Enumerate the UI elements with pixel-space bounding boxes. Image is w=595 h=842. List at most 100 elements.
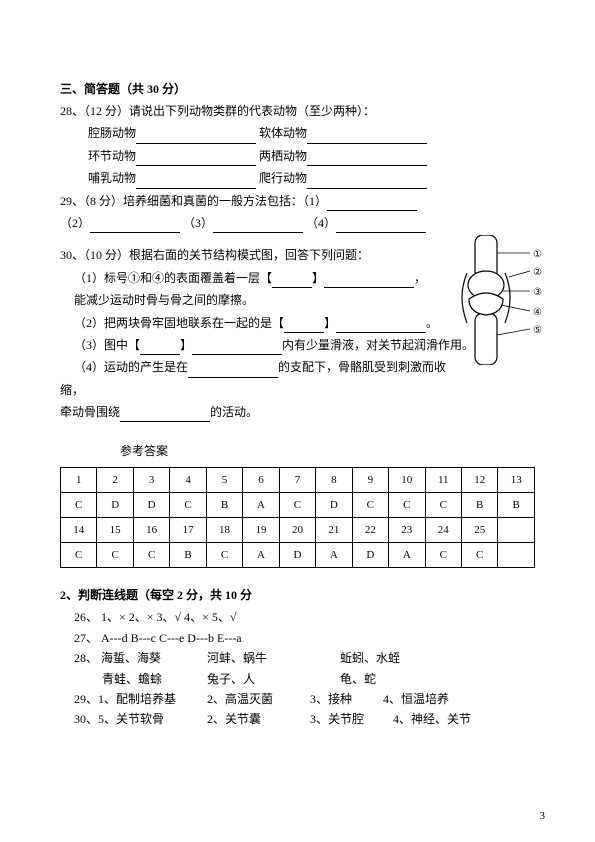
cell: D xyxy=(316,493,352,518)
cell: C xyxy=(97,543,133,568)
q30-l1a: （1）标号①和④的表面覆盖着一层【 xyxy=(74,271,272,285)
cell: D xyxy=(133,493,169,518)
cell: B xyxy=(170,543,206,568)
cell: 19 xyxy=(243,518,279,543)
cell: 11 xyxy=(425,468,461,493)
cell: B xyxy=(461,493,497,518)
cell: 9 xyxy=(352,468,388,493)
cell: 8 xyxy=(316,468,352,493)
blank xyxy=(307,131,427,144)
cell: C xyxy=(206,543,242,568)
ans-row-3: 141516171819202122232425 xyxy=(61,518,535,543)
blank xyxy=(136,153,256,166)
cell: C xyxy=(61,493,97,518)
blank xyxy=(284,320,324,333)
c: 30、5、关节软骨 xyxy=(74,709,204,729)
cell: A xyxy=(316,543,352,568)
q30-l3c: 。 xyxy=(426,316,438,330)
q30-l5a: （4）运动的产生是在 xyxy=(74,360,188,374)
cell: 15 xyxy=(97,518,133,543)
blank xyxy=(307,176,427,189)
c: 3、接种 xyxy=(310,689,380,709)
q29-line2: （2） （3） （4） xyxy=(60,213,535,233)
cell: C xyxy=(425,543,461,568)
cell: B xyxy=(498,493,535,518)
blank xyxy=(192,342,282,355)
answers-table: 12345678910111213 CDDCBACDCCCBB 14151617… xyxy=(60,467,535,568)
page-number: 3 xyxy=(540,810,546,822)
blank xyxy=(336,220,426,233)
blank xyxy=(307,153,427,166)
cell: C xyxy=(279,493,315,518)
q29-p2: （2） xyxy=(60,216,90,230)
cell: D xyxy=(279,543,315,568)
q28-stem: 28、（12 分）请说出下列动物类群的代表动物（至少两种）： xyxy=(60,101,535,121)
blank xyxy=(324,275,414,288)
cell: 25 xyxy=(461,518,497,543)
cell: 24 xyxy=(425,518,461,543)
q28-r1a: 腔肠动物 xyxy=(88,126,136,140)
cell: C xyxy=(389,493,425,518)
ans-row-2: CDDCBACDCCCBB xyxy=(61,493,535,518)
q28-row3: 哺乳动物 爬行动物 xyxy=(60,168,535,188)
q30-l5b: 的支配下，骨骼肌受到刺激而收 xyxy=(278,360,446,374)
q30-l7b: 的活动。 xyxy=(210,405,258,419)
c: 29、1、配制培养基 xyxy=(74,689,204,709)
cell: B xyxy=(206,493,242,518)
label-3: ③ xyxy=(533,287,542,298)
q30-l6: 缩， xyxy=(60,380,535,400)
q30-l1b: 】 xyxy=(312,271,324,285)
q29-p4: （4） xyxy=(306,216,336,230)
cell: A xyxy=(389,543,425,568)
blank xyxy=(336,320,426,333)
cell: C xyxy=(170,493,206,518)
ans-29: 29、1、配制培养基 2、高温灭菌 3、接种 4、恒温培养 xyxy=(60,689,535,709)
c: 蚯蚓、水蛭 xyxy=(340,648,470,668)
q28-r3b: 爬行动物 xyxy=(259,171,307,185)
q30-l4b: 】 xyxy=(180,338,192,352)
c: 3、关节腔 xyxy=(310,709,390,729)
cell: 4 xyxy=(170,468,206,493)
cell: 13 xyxy=(498,468,535,493)
c: 28、 海蜇、海葵 xyxy=(74,648,204,668)
blank xyxy=(272,275,312,288)
cell: 7 xyxy=(279,468,315,493)
q30-l7: 牵动骨围绕的活动。 xyxy=(60,402,535,422)
ans-27: 27、 A---d B---c C---e D---b E---a xyxy=(60,628,535,648)
c: 4、神经、关节 xyxy=(393,712,471,726)
cell: 10 xyxy=(389,468,425,493)
c: 4、恒温培养 xyxy=(383,692,449,706)
q30-l4a: （3）图中【 xyxy=(74,338,140,352)
blank xyxy=(140,342,180,355)
joint-diagram: ① ② ③ ④ ⑤ xyxy=(445,235,545,369)
ans-28a: 28、 海蜇、海葵 河蚌、蜗牛 蚯蚓、水蛭 xyxy=(60,648,535,668)
c: 河蚌、蜗牛 xyxy=(207,648,337,668)
c: 2、高温灭菌 xyxy=(207,689,307,709)
ans-row-4: CCCBCADADACC xyxy=(61,543,535,568)
label-5: ⑤ xyxy=(533,325,542,336)
q28-row2: 环节动物 两栖动物 xyxy=(60,146,535,166)
q28-r2a: 环节动物 xyxy=(88,149,136,163)
blank xyxy=(213,220,303,233)
q28-row1: 腔肠动物 软体动物 xyxy=(60,123,535,143)
cell: 6 xyxy=(243,468,279,493)
q28-r3a: 哺乳动物 xyxy=(88,171,136,185)
cell: 16 xyxy=(133,518,169,543)
q30-l3b: 】 xyxy=(324,316,336,330)
section3-title: 三、简答题（共 30 分） xyxy=(60,80,535,97)
label-2: ② xyxy=(533,267,542,278)
cell: A xyxy=(243,493,279,518)
cell: 1 xyxy=(61,468,97,493)
cell: 5 xyxy=(206,468,242,493)
cell: 2 xyxy=(97,468,133,493)
cell: 18 xyxy=(206,518,242,543)
cell: C xyxy=(425,493,461,518)
blank xyxy=(136,131,256,144)
c: 2、关节囊 xyxy=(207,709,307,729)
q28-r2b: 两栖动物 xyxy=(259,149,307,163)
q28-r1b: 软体动物 xyxy=(259,126,307,140)
q30-l3a: （2）把两块骨牢固地联系在一起的是【 xyxy=(74,316,284,330)
label-4: ④ xyxy=(533,307,542,318)
cell xyxy=(498,543,535,568)
answers-title: 参考答案 xyxy=(120,442,535,459)
